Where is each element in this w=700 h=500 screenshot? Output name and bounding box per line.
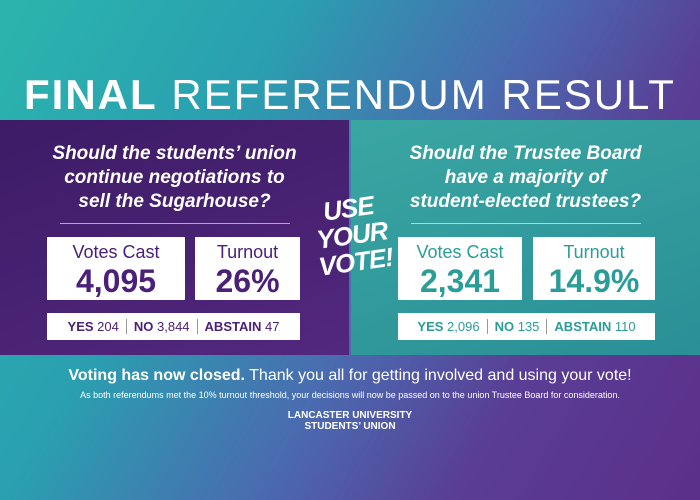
result: YES 2,096 xyxy=(410,319,486,334)
logo-line: STUDENTS’ UNION xyxy=(304,421,396,432)
referendum-panel: Should the students’ union continue negot… xyxy=(0,120,349,355)
title: FINAL REFERENDUM RESULT xyxy=(0,72,700,118)
question-line: student-elected trustees? xyxy=(409,191,642,212)
footer-note: As both referendums met the 10% turnout … xyxy=(80,390,620,400)
divider xyxy=(411,223,641,224)
result-label: ABSTAIN xyxy=(204,319,262,334)
stat-label: Votes Cast xyxy=(72,242,160,262)
stat-box: Turnout 14.9% xyxy=(533,237,655,300)
result-label: YES xyxy=(417,319,444,334)
results-bar: YES 204 NO 3,844 ABSTAIN 47 xyxy=(47,313,300,340)
result-count: 2,096 xyxy=(447,319,480,334)
result-count: 135 xyxy=(517,319,540,334)
stat-value: 26% xyxy=(215,263,280,299)
footer-headline: Voting has now closed. Thank you all for… xyxy=(0,367,700,385)
question: Should the Trustee Board have a majority … xyxy=(351,142,700,214)
divider xyxy=(60,223,290,224)
question: Should the students’ union continue negot… xyxy=(0,142,349,214)
question-line: Should the Trustee Board xyxy=(409,143,642,164)
result-count: 110 xyxy=(614,319,636,334)
logo: LANCASTER UNIVERSITY STUDENTS’ UNION xyxy=(0,410,700,432)
result: ABSTAIN 110 xyxy=(546,319,642,334)
question-line: continue negotiations to xyxy=(64,167,285,188)
question-line: Should the students’ union xyxy=(52,143,297,164)
logo-line: LANCASTER UNIVERSITY xyxy=(287,410,413,421)
stat-value: 2,341 xyxy=(419,263,501,299)
stat-value: 14.9% xyxy=(548,263,640,299)
result: NO 3,844 xyxy=(125,319,197,334)
stat-box: Votes Cast 2,341 xyxy=(398,237,522,300)
stat-label: Votes Cast xyxy=(416,242,504,262)
stat-value: 4,095 xyxy=(75,263,157,299)
result-label: YES xyxy=(67,319,94,334)
title-light: REFERENDUM RESULT xyxy=(171,71,676,118)
question-line: have a majority of xyxy=(444,167,607,188)
headline-text: Thank you all for getting involved and u… xyxy=(249,367,632,384)
referendum-panel: Should the Trustee Board have a majority … xyxy=(351,120,700,355)
result-label: NO xyxy=(133,319,154,334)
result-label: NO xyxy=(494,319,515,334)
result-count: 204 xyxy=(97,319,119,334)
question-line: sell the Sugarhouse? xyxy=(78,191,271,212)
stat-label: Turnout xyxy=(216,242,279,262)
badge: USE YOUR VOTE! xyxy=(307,190,397,282)
result: ABSTAIN 47 xyxy=(196,319,287,334)
result: YES 204 xyxy=(61,319,126,334)
headline-bold: Voting has now closed. xyxy=(68,367,245,384)
stat-box: Turnout 26% xyxy=(195,237,300,300)
result: NO 135 xyxy=(486,319,547,334)
result-count: 47 xyxy=(264,319,280,334)
stat-label: Turnout xyxy=(563,242,625,262)
stat-box: Votes Cast 4,095 xyxy=(47,237,185,300)
result-label: ABSTAIN xyxy=(554,319,612,334)
result-count: 3,844 xyxy=(157,319,190,334)
results-bar: YES 2,096 NO 135 ABSTAIN 110 xyxy=(398,313,655,340)
title-bold: FINAL xyxy=(24,71,158,118)
